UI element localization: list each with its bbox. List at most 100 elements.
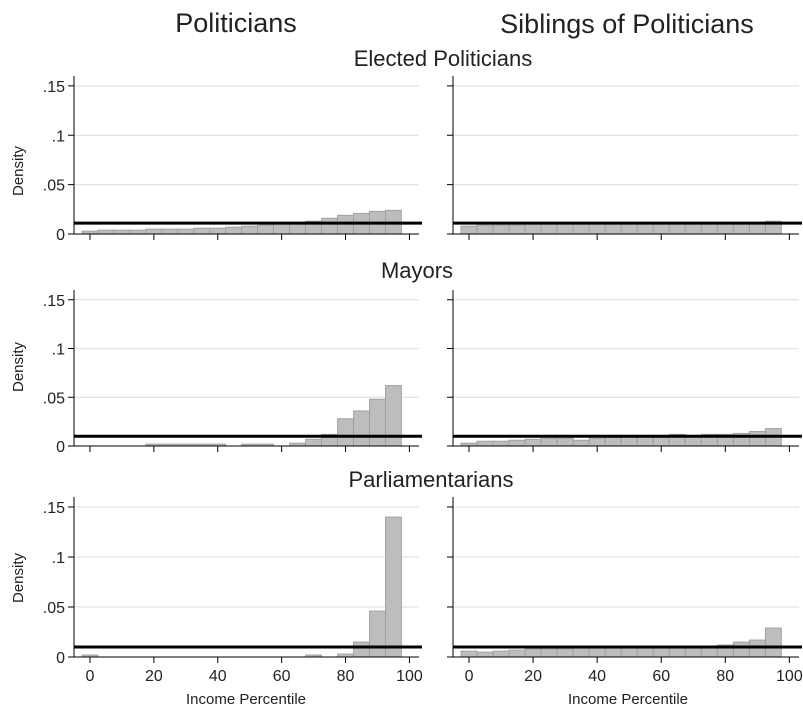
x-tick-label: 0 <box>465 668 474 685</box>
histogram-bar <box>748 222 766 235</box>
histogram-bar <box>385 516 402 658</box>
y-axis-label-elected: Density <box>10 145 27 196</box>
panel-4 <box>447 290 802 452</box>
histogram-bar <box>636 223 654 235</box>
histogram-bar <box>241 225 259 235</box>
x-tick-label: 100 <box>776 668 803 685</box>
histogram-bar <box>492 440 510 447</box>
histogram-bar <box>604 647 622 658</box>
y-tick-label: 0 <box>56 439 65 456</box>
histogram-bar <box>620 223 638 235</box>
histogram-bar <box>337 418 354 447</box>
panel-1: 0 .05 .1 .15 <box>43 76 422 244</box>
histogram-bar <box>556 437 574 447</box>
histogram-bar <box>97 229 115 235</box>
histogram-bar <box>289 222 306 235</box>
x-tick-label: 20 <box>524 668 542 685</box>
histogram-bar <box>748 430 766 447</box>
x-tick-label: 40 <box>588 668 606 685</box>
histogram-bar <box>225 226 243 235</box>
histogram-bar <box>588 223 606 235</box>
histogram-bar <box>524 648 542 658</box>
histogram-bar <box>460 225 478 235</box>
histogram-bar <box>732 223 750 235</box>
histogram-bar <box>604 436 622 447</box>
histogram-bar <box>524 223 542 235</box>
histogram-bar <box>764 627 782 658</box>
histogram-bar <box>476 651 494 658</box>
histogram-panels: 0.05.1.150.05.1.150.05.1.150 20 40 60 80 100 0… <box>43 76 803 685</box>
histogram-bar <box>700 223 718 235</box>
histogram-bar <box>273 223 291 235</box>
x-tick-label: 80 <box>337 668 355 685</box>
histogram-bar <box>588 437 606 447</box>
histogram-bar <box>113 229 131 235</box>
histogram-bar <box>305 438 322 447</box>
histogram-bar <box>540 223 558 235</box>
histogram-bar <box>257 224 275 235</box>
histogram-bar <box>572 439 590 447</box>
panel-6: 0 20 40 60 80 100 <box>447 497 803 685</box>
y-tick-label: 0 <box>56 650 65 667</box>
panel-5: 0 .05 .1 .15 0 20 40 60 80 100 <box>43 497 423 685</box>
y-axis-label-mayors: Density <box>10 341 27 392</box>
y-tick-label: .05 <box>43 600 65 617</box>
histogram-bar <box>684 223 702 235</box>
histogram-bar <box>540 437 558 447</box>
histogram-bar <box>476 440 494 447</box>
row-title-mayors: Mayors <box>381 258 453 283</box>
y-tick-label: .1 <box>52 550 65 567</box>
x-axis-label-siblings: Income Percentile <box>568 691 688 708</box>
histogram-bar <box>193 227 211 235</box>
histogram-bar <box>369 398 386 447</box>
y-axis-label-parliamentarians: Density <box>10 552 27 603</box>
histogram-bar <box>492 650 510 658</box>
histogram-bar <box>145 228 163 235</box>
histogram-bar <box>556 648 574 658</box>
histogram-bar <box>353 410 370 447</box>
y-tick-label: .05 <box>43 178 65 195</box>
histogram-bar <box>524 438 542 447</box>
column-title-siblings: Siblings of Politicians <box>500 9 754 39</box>
histogram-bar <box>508 649 526 658</box>
x-tick-label: 20 <box>145 668 163 685</box>
histogram-bar <box>161 228 179 235</box>
y-tick-label: .1 <box>52 128 65 145</box>
y-tick-label: .1 <box>52 342 65 359</box>
x-tick-label: 0 <box>86 668 95 685</box>
histogram-bar <box>668 223 686 235</box>
histogram-bar <box>492 224 510 235</box>
x-axis-label-politicians: Income Percentile <box>186 691 306 708</box>
histogram-bar <box>508 439 526 447</box>
panel-2 <box>447 76 802 240</box>
x-tick-label: 40 <box>209 668 227 685</box>
histogram-bar <box>732 641 750 658</box>
histogram-bar <box>556 223 574 235</box>
histogram-bar <box>177 228 195 235</box>
histogram-bar <box>572 647 590 658</box>
histogram-bar <box>508 224 526 235</box>
histogram-bar <box>129 229 147 235</box>
histogram-bar <box>460 650 478 658</box>
row-title-elected: Elected Politicians <box>354 46 533 71</box>
panel-3: 0 .05 .1 .15 <box>43 290 422 456</box>
y-tick-label: .15 <box>43 293 65 310</box>
histogram-bar <box>652 436 670 447</box>
x-tick-label: 60 <box>273 668 291 685</box>
x-tick-label: 100 <box>396 668 423 685</box>
histogram-bar <box>652 223 670 235</box>
x-tick-label: 80 <box>716 668 734 685</box>
histogram-bar <box>604 223 622 235</box>
histogram-bar <box>588 647 606 658</box>
y-tick-label: .15 <box>43 500 65 517</box>
y-tick-label: 0 <box>56 227 65 244</box>
histogram-bar <box>540 648 558 658</box>
histogram-bar <box>321 217 338 235</box>
row-title-parliamentarians: Parliamentarians <box>348 467 513 492</box>
y-tick-label: .05 <box>43 390 65 407</box>
histogram-bar <box>476 224 494 235</box>
histogram-bar <box>209 227 227 235</box>
histogram-bar <box>572 223 590 235</box>
histogram-bar <box>369 610 386 658</box>
